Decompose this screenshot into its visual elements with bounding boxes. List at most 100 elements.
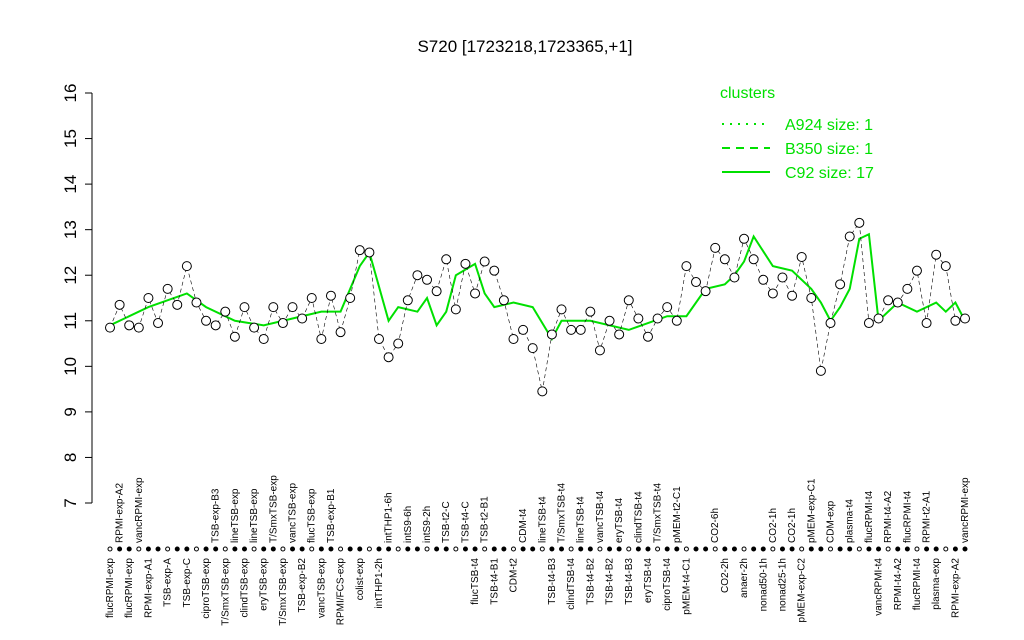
rug-mark: [904, 546, 910, 552]
x-tick-label: eryTSB-t4: [614, 498, 625, 543]
rug-mark: [145, 546, 151, 552]
x-tick-label: vancTSB-t4: [595, 490, 606, 543]
point: [594, 345, 605, 356]
point: [575, 324, 586, 335]
x-tick-label: TSB-t4-B1: [489, 558, 500, 605]
point: [931, 249, 942, 260]
x-tick-label: TSB-exp-C: [182, 558, 193, 607]
rug-mark: [616, 546, 622, 552]
point: [863, 318, 874, 329]
rug-mark: [309, 546, 315, 552]
rug-mark: [510, 546, 516, 552]
rug-mark: [779, 546, 785, 552]
rug-mark: [635, 546, 641, 552]
rug-mark: [770, 546, 776, 552]
point: [479, 256, 490, 267]
rug-mark: [107, 546, 113, 552]
rug-mark: [693, 546, 699, 552]
rug-mark: [568, 546, 574, 552]
point: [546, 329, 557, 340]
rug-mark: [472, 546, 478, 552]
rug-mark: [501, 546, 507, 552]
point: [902, 283, 913, 294]
rug-mark: [607, 546, 613, 552]
point: [921, 318, 932, 329]
point: [710, 242, 721, 253]
x-tick-label: RPMI-t2-A1: [922, 490, 933, 543]
x-tick-label: clindTSB-t4: [633, 491, 644, 543]
point: [892, 297, 903, 308]
point: [402, 295, 413, 306]
point: [258, 334, 269, 344]
chart-title: S720 [1723218,1723365,+1]: [417, 37, 632, 56]
point: [489, 265, 500, 276]
point: [460, 258, 471, 269]
point: [508, 334, 519, 344]
x-tick-label: RPMI-exp-A2: [950, 558, 961, 618]
point: [767, 288, 778, 299]
x-tick-label: eryTSB-t4: [643, 558, 654, 603]
rug-mark: [828, 546, 834, 552]
x-tick-label: pMEM-t4-C1: [681, 558, 692, 615]
point: [277, 318, 288, 329]
rug-mark: [876, 546, 882, 552]
x-tick-label: ciproTSB-t4: [662, 558, 673, 611]
point: [470, 288, 481, 299]
x-tick-label: flucRPMI-exp: [105, 558, 116, 618]
rug-mark: [924, 546, 930, 552]
point: [950, 315, 961, 326]
x-tick-label: TSB-t4-B2: [585, 558, 596, 605]
point: [556, 304, 567, 315]
point-link: [109, 221, 966, 392]
rug-mark: [366, 546, 372, 552]
point: [450, 304, 461, 315]
point: [729, 272, 740, 283]
point: [220, 306, 231, 317]
rug-mark: [664, 546, 670, 552]
rug-mark: [645, 546, 651, 552]
rug-mark: [290, 546, 296, 552]
y-tick-label: 12: [61, 266, 80, 285]
rug-mark: [578, 546, 584, 552]
rug-mark: [213, 546, 219, 552]
point: [345, 293, 356, 303]
x-tick-label: CO2-1h: [787, 508, 798, 543]
cluster-line: [109, 232, 966, 342]
point: [393, 338, 404, 349]
rug-mark: [424, 546, 430, 552]
rug-mark: [799, 546, 805, 552]
x-tick-label: T/SmxTSB-t4: [557, 483, 568, 543]
point: [162, 283, 173, 294]
rug-mark: [232, 546, 238, 552]
point: [604, 315, 615, 326]
point: [431, 286, 442, 297]
x-tick-label: TSB-exp-A: [163, 558, 174, 607]
point: [681, 261, 692, 272]
y-tick-label: 13: [61, 220, 80, 239]
x-tick-label: colist-exp: [355, 558, 366, 601]
point: [873, 313, 884, 324]
x-tick-label: vancRPMI-exp: [960, 477, 971, 543]
rug-mark: [203, 546, 209, 552]
rug-mark: [808, 546, 814, 552]
point: [748, 254, 759, 265]
rug-mark: [347, 546, 353, 552]
y-tick-label: 16: [61, 84, 80, 103]
point: [566, 324, 577, 335]
x-tick-label: vancRPMI-t4: [874, 558, 885, 616]
rug-mark: [789, 546, 795, 552]
rug-mark: [491, 546, 497, 552]
legend-title: clusters: [720, 85, 775, 102]
point: [796, 252, 807, 262]
point: [268, 302, 279, 313]
point: [201, 315, 212, 326]
point: [229, 331, 240, 342]
rug-mark: [895, 546, 901, 552]
rug-mark: [847, 546, 853, 552]
point: [306, 293, 317, 303]
x-tick-label: RPMI/FCS-exp: [336, 558, 347, 626]
y-tick-label: 11: [61, 312, 80, 330]
point: [210, 320, 221, 331]
x-tick-label: CO2-6h: [710, 508, 721, 543]
rug-mark: [712, 546, 718, 552]
